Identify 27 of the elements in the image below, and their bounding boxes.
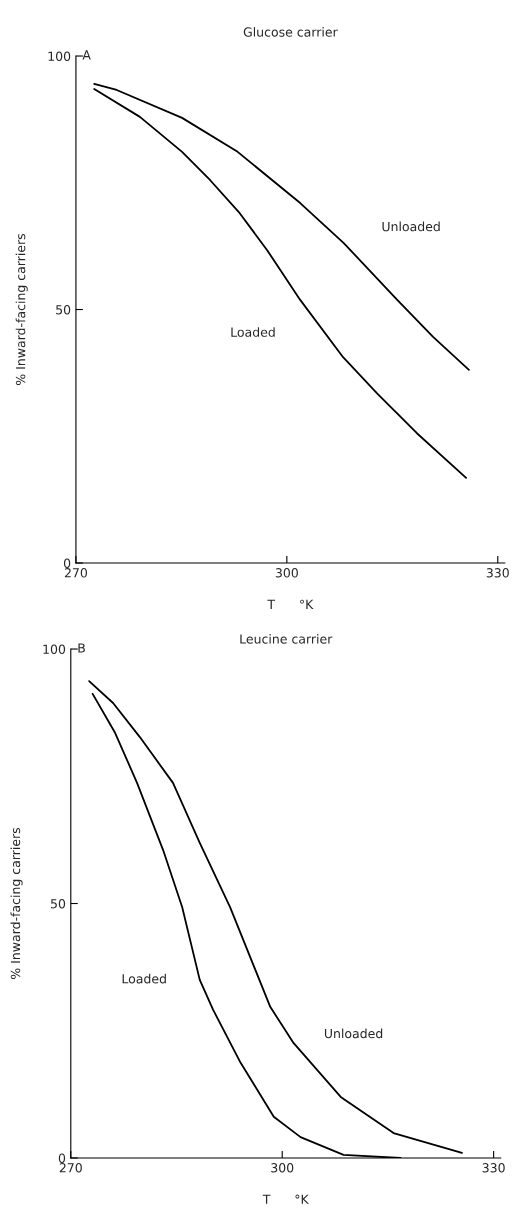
y-tick-label: 100 bbox=[43, 644, 66, 654]
annotation: B bbox=[78, 643, 85, 653]
x-tick-label: 330 bbox=[482, 1163, 505, 1173]
x-tick-label: 300 bbox=[275, 568, 298, 578]
y-axis-title: % Inward-facing carriers bbox=[15, 233, 28, 385]
x-tick-label: 330 bbox=[486, 568, 509, 578]
x-axis-title: T °K bbox=[262, 1194, 309, 1204]
y-tick-label: 0 bbox=[58, 1153, 66, 1163]
chart-title: Glucose carrier bbox=[243, 27, 338, 37]
y-tick-label: 100 bbox=[48, 51, 71, 61]
chart-title: Leucine carrier bbox=[240, 633, 333, 644]
y-tick-label: 50 bbox=[56, 304, 71, 315]
annotation: A bbox=[82, 50, 91, 60]
x-tick-label: 300 bbox=[271, 1163, 294, 1173]
x-tick-label: 270 bbox=[59, 1163, 82, 1173]
y-axis-title: % Inward-facing carriers bbox=[10, 827, 23, 979]
text: Loaded bbox=[122, 973, 166, 984]
y-tick-label: 0 bbox=[63, 558, 71, 568]
text: Unloaded bbox=[324, 1028, 383, 1039]
line-series bbox=[93, 83, 470, 371]
line-series bbox=[93, 88, 468, 479]
line-series bbox=[88, 680, 463, 1154]
text: Loaded bbox=[231, 327, 275, 337]
x-tick-label: 270 bbox=[64, 568, 88, 578]
x-axis-title: T °K bbox=[267, 599, 314, 609]
y-tick-label: 50 bbox=[50, 898, 66, 909]
text: Unloaded bbox=[382, 221, 440, 232]
